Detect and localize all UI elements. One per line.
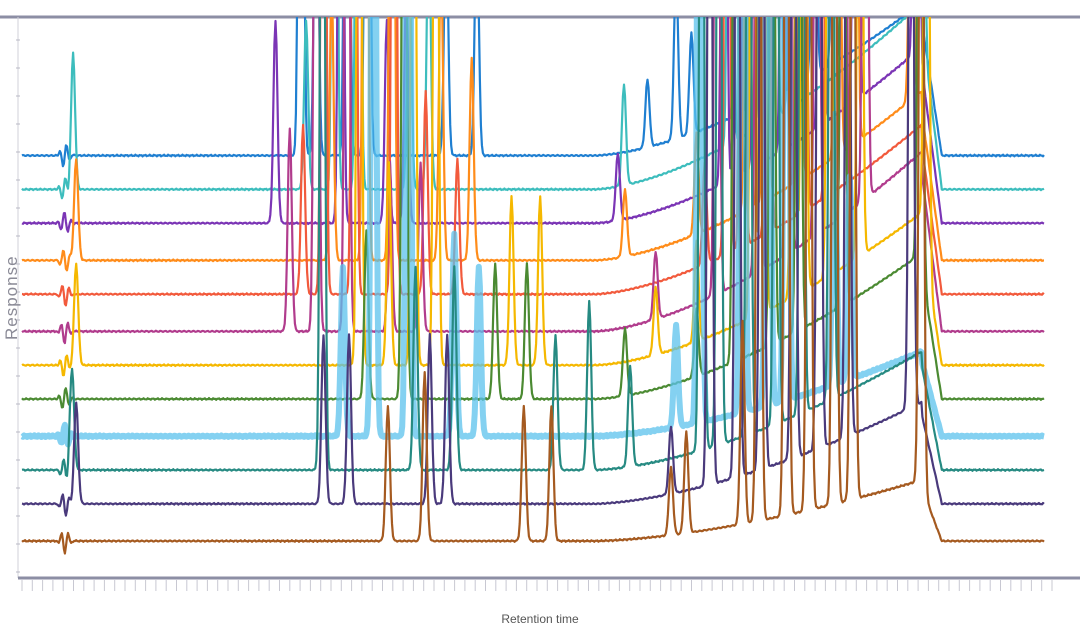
series-line-6 xyxy=(21,17,1045,345)
series-group xyxy=(20,17,1046,555)
series-line-8 xyxy=(21,17,1045,409)
series-line-7 xyxy=(21,17,1045,377)
x-axis-label: Retention time xyxy=(501,612,579,626)
series-line-11 xyxy=(21,17,1045,517)
series-line-3 xyxy=(21,17,1045,233)
series-line-4 xyxy=(21,17,1045,272)
series-line-10 xyxy=(21,17,1045,477)
series-line-12 xyxy=(21,17,1045,555)
series-line-2 xyxy=(21,17,1045,200)
y-axis-label: Response xyxy=(2,255,21,340)
series-line-1 xyxy=(21,17,1045,168)
series-line-9 xyxy=(20,17,1046,448)
series-line-5 xyxy=(21,17,1045,307)
